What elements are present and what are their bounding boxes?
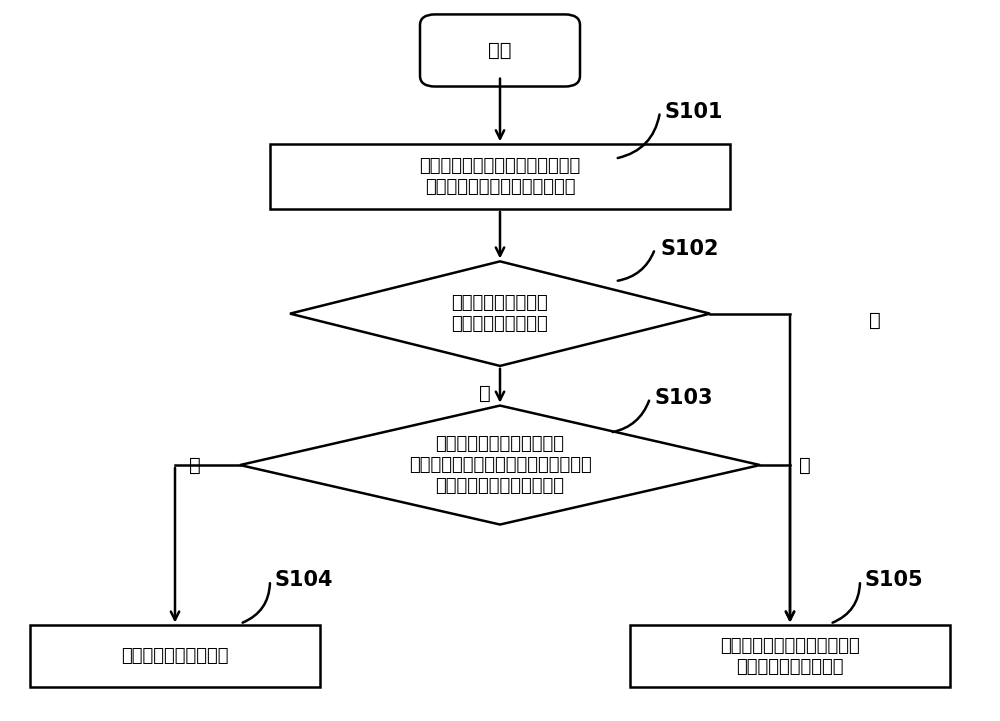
Text: 开始: 开始 (488, 41, 512, 60)
FancyBboxPatch shape (420, 14, 580, 87)
Text: S103: S103 (655, 388, 714, 408)
Polygon shape (240, 405, 760, 525)
Text: 否: 否 (869, 311, 881, 330)
Text: S105: S105 (865, 570, 924, 590)
Text: 根据行车模式、剩余能量和
预约补能信息中的预约补能地点，判断
是否需要调整预约补能地点: 根据行车模式、剩余能量和 预约补能信息中的预约补能地点，判断 是否需要调整预约补… (409, 435, 591, 495)
Text: 判断是否检测到当前
车辆的预约补能信息: 判断是否检测到当前 车辆的预约补能信息 (452, 294, 548, 333)
Text: 输出预约调整提示信息: 输出预约调整提示信息 (121, 647, 229, 665)
Text: S104: S104 (275, 570, 334, 590)
Text: 在检测到车辆低能量提醒信号后，
获取车辆的行车模式和剩余能量: 在检测到车辆低能量提醒信号后， 获取车辆的行车模式和剩余能量 (419, 157, 581, 196)
Bar (630, 625, 950, 686)
Bar (270, 144, 730, 209)
Text: 是: 是 (189, 456, 201, 474)
Text: 否: 否 (799, 456, 811, 474)
Text: S101: S101 (665, 102, 724, 122)
Text: 根据行车模式和剩余能量对补
能资源进行筛选与显示: 根据行车模式和剩余能量对补 能资源进行筛选与显示 (720, 637, 860, 676)
Polygon shape (290, 262, 710, 366)
Text: S102: S102 (660, 239, 718, 259)
Bar (30, 625, 320, 686)
Text: 是: 是 (479, 384, 491, 402)
